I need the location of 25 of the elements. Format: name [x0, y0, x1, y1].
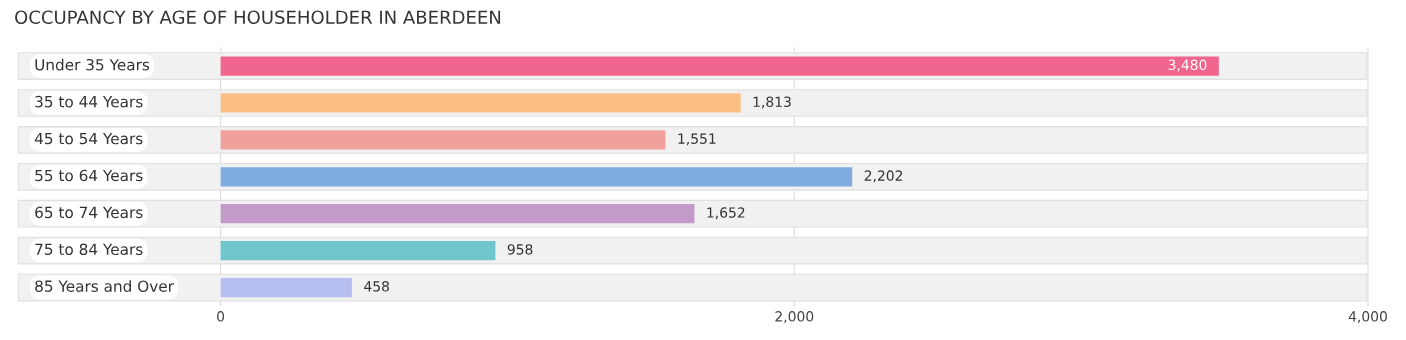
y-tick-label: 75 to 84 Years: [35, 243, 143, 256]
bar: [220, 204, 695, 224]
data-label: 1,652: [707, 207, 745, 220]
data-label: 1,551: [678, 133, 716, 146]
data-label: 1,813: [753, 96, 791, 109]
y-tick-label: 55 to 64 Years: [35, 169, 143, 182]
data-label: 958: [507, 244, 533, 255]
x-tick-label: 4,000: [1348, 311, 1387, 324]
bar: [220, 167, 853, 187]
y-tick-label: 85 Years and Over: [35, 280, 174, 292]
y-tick-label: 65 to 74 Years: [35, 206, 143, 219]
x-tick-label: 2,000: [775, 311, 814, 324]
x-tick-label: 0: [217, 311, 225, 322]
chart-title: OCCUPANCY BY AGE OF HOUSEHOLDER IN ABERDEEN: [15, 10, 501, 25]
data-label: 458: [364, 281, 389, 292]
bar: [220, 93, 741, 113]
data-label: 3,480: [1168, 59, 1207, 72]
y-tick-label: 45 to 54 Years: [34, 132, 143, 145]
y-tick-label: 35 to 44 Years: [35, 95, 143, 108]
bar: [220, 277, 352, 298]
data-label: 2,202: [864, 170, 903, 183]
bar: [220, 130, 666, 150]
bar: [220, 241, 496, 261]
y-tick-label: Under 35 Years: [35, 58, 150, 71]
bar: [220, 56, 1219, 76]
